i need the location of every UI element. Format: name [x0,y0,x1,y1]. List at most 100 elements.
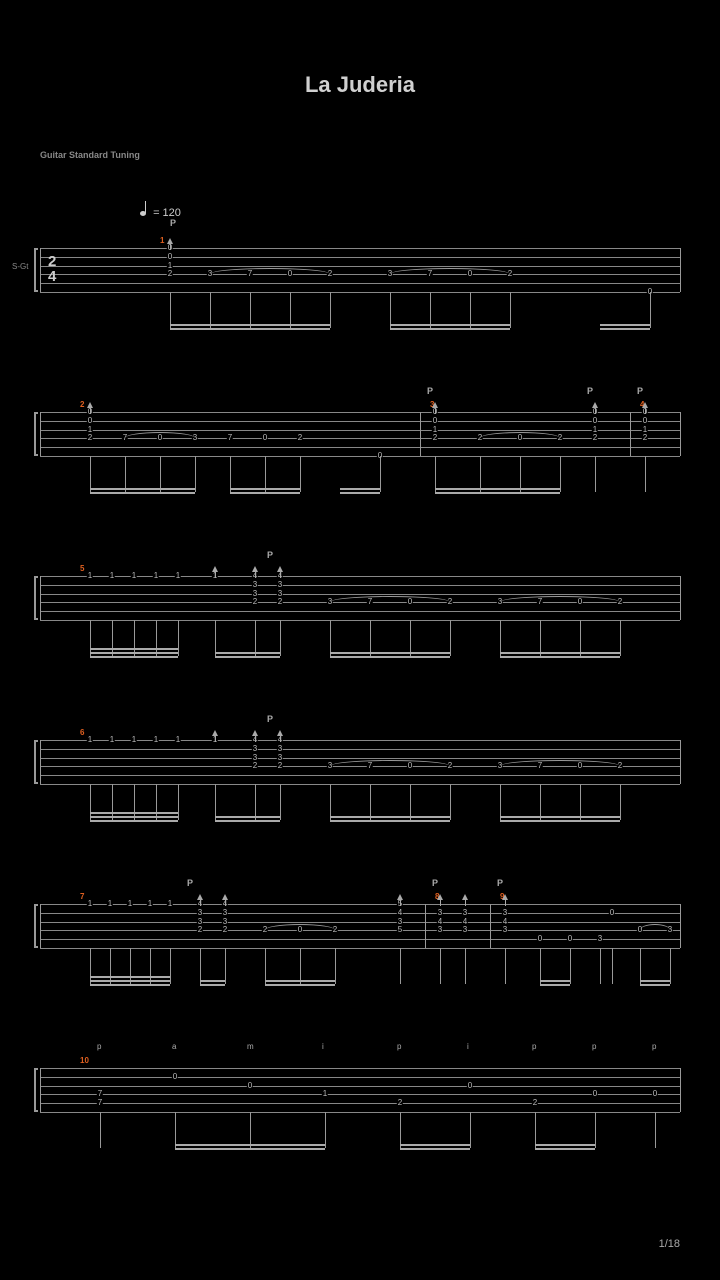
fret-number: 3 [252,580,258,589]
fret-number: 2 [197,925,203,934]
fret-number: 1 [167,899,173,908]
barline [630,412,631,456]
fret-number: 7 [227,433,233,442]
barline [490,904,491,948]
fret-number: 3 [252,753,258,762]
p-marking: P [267,714,273,724]
fret-number: 0 [652,1089,658,1098]
beam [400,1148,470,1150]
barline [40,904,41,948]
beam [600,328,650,330]
measure-number: 5 [80,564,84,573]
fret-number: 4 [437,917,443,926]
fret-number: 3 [437,908,443,917]
beam [500,656,620,658]
fret-number: 1 [167,261,173,270]
fret-number: 0 [87,416,93,425]
tie [210,268,330,274]
fret-number: 3 [277,753,283,762]
p-marking: P [427,386,433,396]
measure-number: 1 [160,236,164,245]
tempo-value: = 120 [153,207,181,219]
p-marking-initial: P [170,218,176,228]
fret-number: 3 [437,925,443,934]
fret-number: 1 [87,735,93,744]
fret-number: 0 [567,934,573,943]
fret-number: 2 [277,597,283,606]
fret-number: 3 [277,589,283,598]
fret-number: 1 [87,899,93,908]
fret-number: 4 [502,917,508,926]
fret-number: 2 [432,433,438,442]
barline [680,740,681,784]
staff-bracket [34,904,38,948]
staff-bracket [34,248,38,292]
fret-number: 0 [642,416,648,425]
tab-staff [40,904,680,948]
barline [40,412,41,456]
tie [330,760,450,766]
barline [680,1068,681,1112]
p-marking: P [267,550,273,560]
beam [330,656,450,658]
beam [90,492,195,494]
fret-number: 0 [172,1072,178,1081]
tab-system: S-Gt2410012370237020 [40,248,680,292]
finger-marking: m [247,1042,254,1051]
tuning-label: Guitar Standard Tuning [40,150,140,160]
tie [500,760,620,766]
finger-marking: p [97,1042,101,1051]
fret-number: 1 [175,735,181,744]
fret-number: 2 [167,269,173,278]
beam [265,984,335,986]
fret-number: 1 [107,899,113,908]
fret-number: 0 [262,433,268,442]
finger-marking: i [322,1042,324,1051]
beam [540,984,570,986]
fret-number: 1 [109,735,115,744]
fret-number: 3 [197,917,203,926]
barline [40,248,41,292]
barline [425,904,426,948]
fret-number: 3 [462,925,468,934]
finger-marking: p [592,1042,596,1051]
fret-number: 1 [87,571,93,580]
staff-bracket [34,740,38,784]
fret-number: 5 [397,925,403,934]
barline [40,1068,41,1112]
fret-number: 3 [502,908,508,917]
song-title: La Juderia [0,0,720,98]
quarter-note-icon [140,202,146,216]
p-marking: P [637,386,643,396]
barline [680,904,681,948]
p-marking: P [432,878,438,888]
fret-number: 0 [247,1081,253,1090]
tie [500,596,620,602]
beam [435,492,560,494]
fret-number: 2 [277,761,283,770]
fret-number: 4 [397,908,403,917]
beam [340,492,380,494]
fret-number: 1 [131,735,137,744]
tie [390,268,510,274]
tab-system: 6P1111114332433237023702 [40,740,680,784]
finger-marking: a [172,1042,176,1051]
fret-number: 1 [127,899,133,908]
finger-marking: p [652,1042,656,1051]
fret-number: 3 [252,589,258,598]
fret-number: 2 [252,597,258,606]
fret-number: 1 [109,571,115,580]
tab-staff [40,1068,680,1112]
barline [40,576,41,620]
finger-marking: p [532,1042,536,1051]
fret-number: 7 [97,1089,103,1098]
fret-number: 3 [462,908,468,917]
tab-system: 10pamipippp7700120200 [40,1068,680,1112]
fret-number: 1 [131,571,137,580]
fret-number: 0 [592,1089,598,1098]
barline [680,248,681,292]
tab-staff [40,248,680,292]
measure-number: 2 [80,400,84,409]
beam [390,328,510,330]
tab-system: 789PPP1111143324332543534334334320200300… [40,904,680,948]
